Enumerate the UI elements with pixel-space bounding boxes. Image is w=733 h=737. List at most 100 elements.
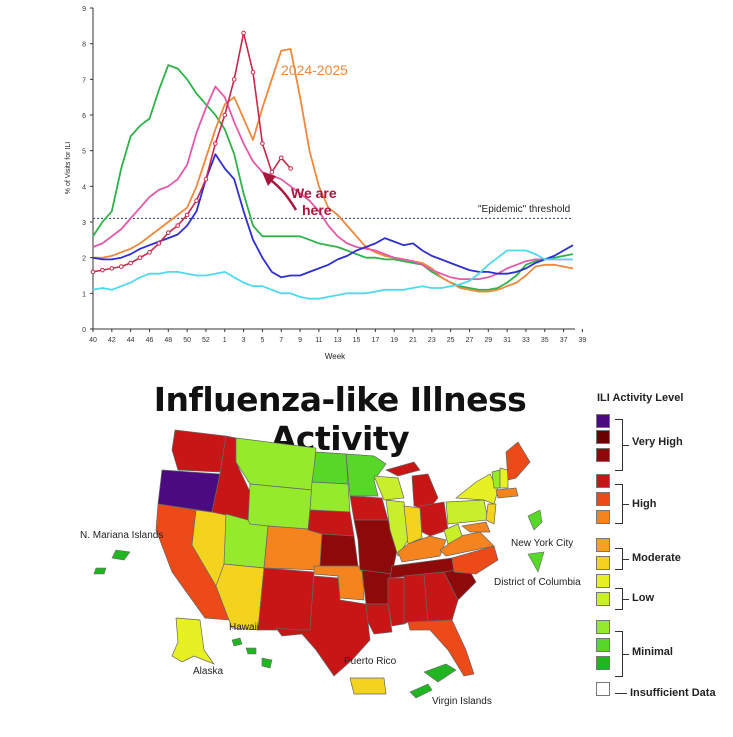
state-mississippi xyxy=(387,577,405,627)
y-tick-label: 1 xyxy=(82,291,86,298)
x-tick-label: 7 xyxy=(279,337,283,344)
territory-n-mariana-islands xyxy=(93,549,131,575)
state-nebraska xyxy=(307,509,355,537)
x-tick-label: 37 xyxy=(560,337,568,344)
legend-label-very-high: Very High xyxy=(632,436,683,448)
y-tick-label: 3 xyxy=(82,220,86,227)
state-arkansas xyxy=(361,569,393,605)
us-ili-map xyxy=(93,429,545,699)
state-washington xyxy=(171,429,227,473)
legend-brace-high xyxy=(615,484,629,524)
series-point-2024-2025 xyxy=(100,267,105,273)
legend-swatch xyxy=(596,492,610,506)
series-label-2024-2025: 2024-2025 xyxy=(281,62,348,78)
state-montana xyxy=(235,437,317,491)
state-south-dakota xyxy=(309,481,351,513)
state-ohio xyxy=(419,501,449,537)
series-point-2024-2025 xyxy=(213,141,218,146)
state-north-carolina xyxy=(451,545,499,575)
x-tick-label: 31 xyxy=(503,337,511,344)
series-line-cyan xyxy=(92,249,573,300)
x-tick-label: 21 xyxy=(409,337,417,344)
legend-swatch xyxy=(596,592,610,606)
state-new-mexico xyxy=(257,567,315,631)
x-tick-label: 52 xyxy=(202,337,210,344)
state-arizona xyxy=(215,563,265,631)
series-point-2024-2025 xyxy=(184,212,190,218)
series-line-orange xyxy=(93,48,574,293)
legend-swatch xyxy=(596,656,610,670)
label-hawaii: Hawaii xyxy=(229,622,260,633)
territory-new-york-city xyxy=(527,509,543,531)
x-tick-label: 19 xyxy=(390,337,398,344)
legend-brace-minimal xyxy=(615,631,629,677)
series-point-2024-2025 xyxy=(203,176,209,182)
series-point-2024-2025 xyxy=(165,230,171,235)
series-line-2024-2025 xyxy=(92,32,292,273)
series-point-2024-2025 xyxy=(137,255,143,260)
x-tick-label: 15 xyxy=(353,337,361,344)
x-tick-label: 50 xyxy=(183,337,191,344)
series-point-2024-2025 xyxy=(278,155,284,161)
y-tick-label: 8 xyxy=(82,42,86,49)
series-point-2024-2025 xyxy=(109,266,115,271)
series-point-2024-2025 xyxy=(156,241,162,246)
legend-swatch xyxy=(596,574,610,588)
x-tick-label: 25 xyxy=(447,337,455,344)
territory-virgin-islands xyxy=(409,663,457,699)
x-tick-label: 40 xyxy=(89,337,97,344)
state-kentucky xyxy=(397,535,447,563)
y-tick-labels: 0 1 2 3 4 5 6 7 8 9 xyxy=(82,6,93,334)
legend-label-low: Low xyxy=(632,592,654,604)
series-point-2024-2025 xyxy=(90,269,96,275)
x-tick-label: 1 xyxy=(223,337,227,344)
we-are-here-text-1: We are xyxy=(291,185,337,201)
state-florida xyxy=(407,619,475,677)
series-point-2024-2025 xyxy=(241,30,246,36)
legend-swatch xyxy=(596,682,610,696)
state-maine xyxy=(505,441,531,481)
legend-swatch xyxy=(596,430,610,444)
series-point-2024-2025 xyxy=(222,112,228,118)
state-new-jersey xyxy=(485,503,497,525)
x-tick-label: 17 xyxy=(371,337,379,344)
x-tick-label: 48 xyxy=(164,337,172,344)
legend-label-high: High xyxy=(632,498,657,510)
we-are-here-arrowhead xyxy=(262,172,276,186)
legend-label-moderate: Moderate xyxy=(632,552,681,564)
legend-title: ILI Activity Level xyxy=(597,392,684,404)
label-n-mariana-islands: N. Mariana Islands xyxy=(80,530,164,541)
state-massachusetts xyxy=(495,487,519,499)
x-tick-label: 5 xyxy=(260,337,264,344)
x-tick-label: 27 xyxy=(466,337,474,344)
legend-swatch xyxy=(596,448,610,462)
x-tick-labels: 40 42 44 46 48 50 52 1 3 5 7 9 11 13 15 17 19 21 23 25 27 29 3… xyxy=(89,329,586,344)
epidemic-threshold-label: "Epidemic" threshold xyxy=(478,204,570,215)
state-new-york xyxy=(455,473,499,505)
state-pennsylvania xyxy=(445,499,489,525)
x-tick-label: 33 xyxy=(522,337,530,344)
series-point-2024-2025 xyxy=(288,166,293,171)
activity-legend: ILI Activity Level Very High High Modera… xyxy=(592,392,733,712)
territory-puerto-rico xyxy=(349,677,387,695)
y-tick-label: 4 xyxy=(82,184,86,191)
series-point-2024-2025 xyxy=(118,264,124,269)
map-title: Influenza-like Illness Activity xyxy=(153,380,527,458)
series-point-2024-2025 xyxy=(128,260,133,266)
state-iowa xyxy=(349,495,389,521)
legend-brace-moderate xyxy=(615,548,629,570)
x-tick-label: 3 xyxy=(242,337,246,344)
series-line-pink xyxy=(92,85,573,281)
y-tick-label: 6 xyxy=(82,113,86,120)
legend-swatch xyxy=(596,638,610,652)
state-colorado xyxy=(263,525,323,571)
series-point-2024-2025 xyxy=(269,169,275,175)
legend-label-insufficient: Insufficient Data xyxy=(630,687,716,699)
legend-label-minimal: Minimal xyxy=(632,646,673,658)
series-point-2024-2025 xyxy=(175,223,181,228)
state-hawaii xyxy=(231,637,273,669)
series-line-green xyxy=(92,64,574,291)
label-puerto-rico: Puerto Rico xyxy=(344,656,397,667)
state-kansas xyxy=(319,533,359,567)
